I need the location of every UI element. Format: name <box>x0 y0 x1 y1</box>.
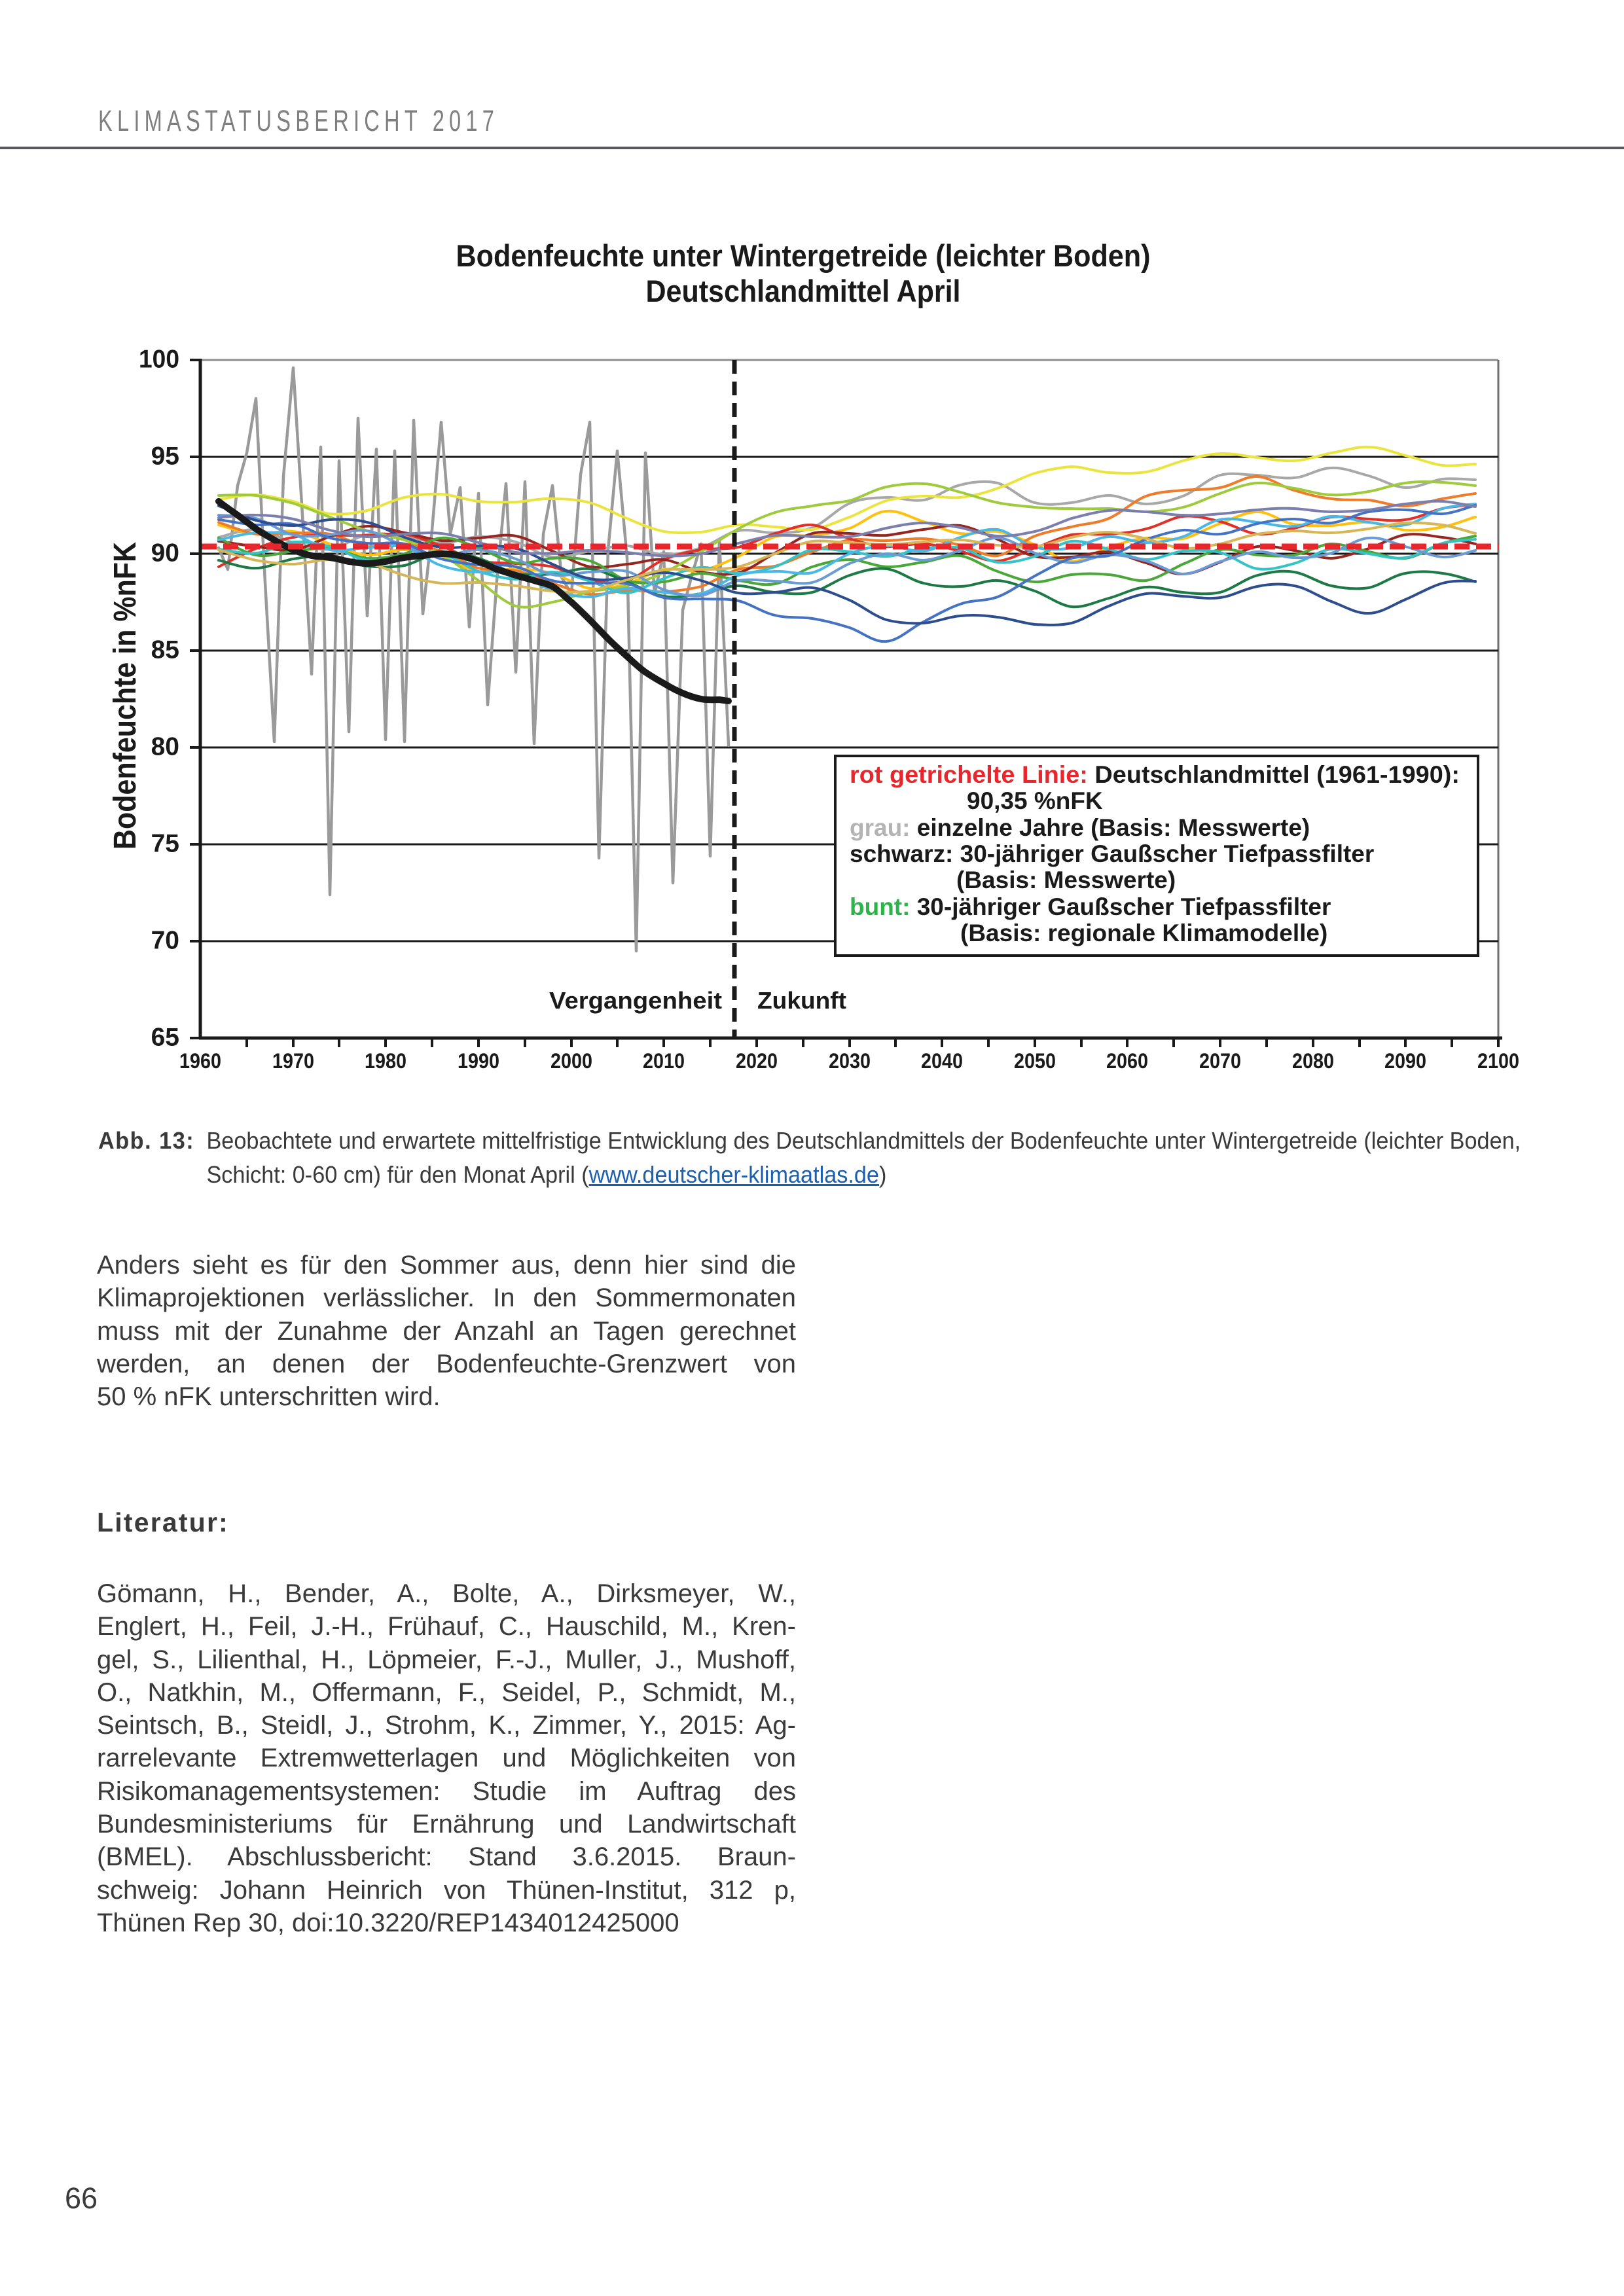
svg-text:85: 85 <box>151 636 179 664</box>
svg-text:2010: 2010 <box>643 1049 685 1073</box>
svg-text:1980: 1980 <box>365 1049 406 1073</box>
svg-text:(Basis: Messwerte): (Basis: Messwerte) <box>956 867 1176 893</box>
svg-text:Zukunft: Zukunft <box>757 987 846 1014</box>
svg-text:2000: 2000 <box>550 1049 592 1073</box>
svg-text:80: 80 <box>151 733 179 761</box>
svg-text:90: 90 <box>151 539 179 567</box>
svg-text:rot getrichelte Linie: Deutsch: rot getrichelte Linie: Deutschlandmittel… <box>850 761 1460 788</box>
svg-text:2050: 2050 <box>1014 1049 1056 1073</box>
svg-text:2100: 2100 <box>1477 1049 1519 1073</box>
svg-text:schwarz: 30-jähriger Gaußscher: schwarz: 30-jähriger Gaußscher Tiefpassf… <box>850 840 1374 867</box>
svg-text:Bodenfeuchte unter Wintergetre: Bodenfeuchte unter Wintergetreide (leich… <box>456 238 1151 273</box>
svg-text:65: 65 <box>151 1024 179 1052</box>
svg-text:2060: 2060 <box>1106 1049 1148 1073</box>
svg-text:bunt: 30-jähriger Gaußscher Ti: bunt: 30-jähriger Gaußscher Tiefpassfilt… <box>850 893 1331 920</box>
svg-text:grau: einzelne Jahre (Basis: M: grau: einzelne Jahre (Basis: Messwerte) <box>850 814 1310 841</box>
svg-text:2080: 2080 <box>1292 1049 1334 1073</box>
svg-text:2020: 2020 <box>736 1049 778 1073</box>
svg-text:2090: 2090 <box>1384 1049 1426 1073</box>
svg-text:1970: 1970 <box>272 1049 314 1073</box>
svg-text:95: 95 <box>151 442 179 471</box>
svg-text:75: 75 <box>151 830 179 858</box>
svg-text:1960: 1960 <box>179 1049 221 1073</box>
svg-text:90,35 %nFK: 90,35 %nFK <box>967 787 1103 814</box>
svg-text:70: 70 <box>151 927 179 955</box>
svg-text:2030: 2030 <box>829 1049 871 1073</box>
svg-text:(Basis: regionale Klimamodelle: (Basis: regionale Klimamodelle) <box>960 920 1327 946</box>
svg-text:Deutschlandmittel April: Deutschlandmittel April <box>646 274 961 308</box>
svg-text:1990: 1990 <box>458 1049 499 1073</box>
svg-text:2040: 2040 <box>921 1049 963 1073</box>
svg-text:100: 100 <box>139 346 179 374</box>
svg-text:2070: 2070 <box>1199 1049 1241 1073</box>
svg-text:Vergangenheit: Vergangenheit <box>549 987 722 1014</box>
svg-text:Bodenfeuchte in %nFK: Bodenfeuchte in %nFK <box>108 542 143 850</box>
